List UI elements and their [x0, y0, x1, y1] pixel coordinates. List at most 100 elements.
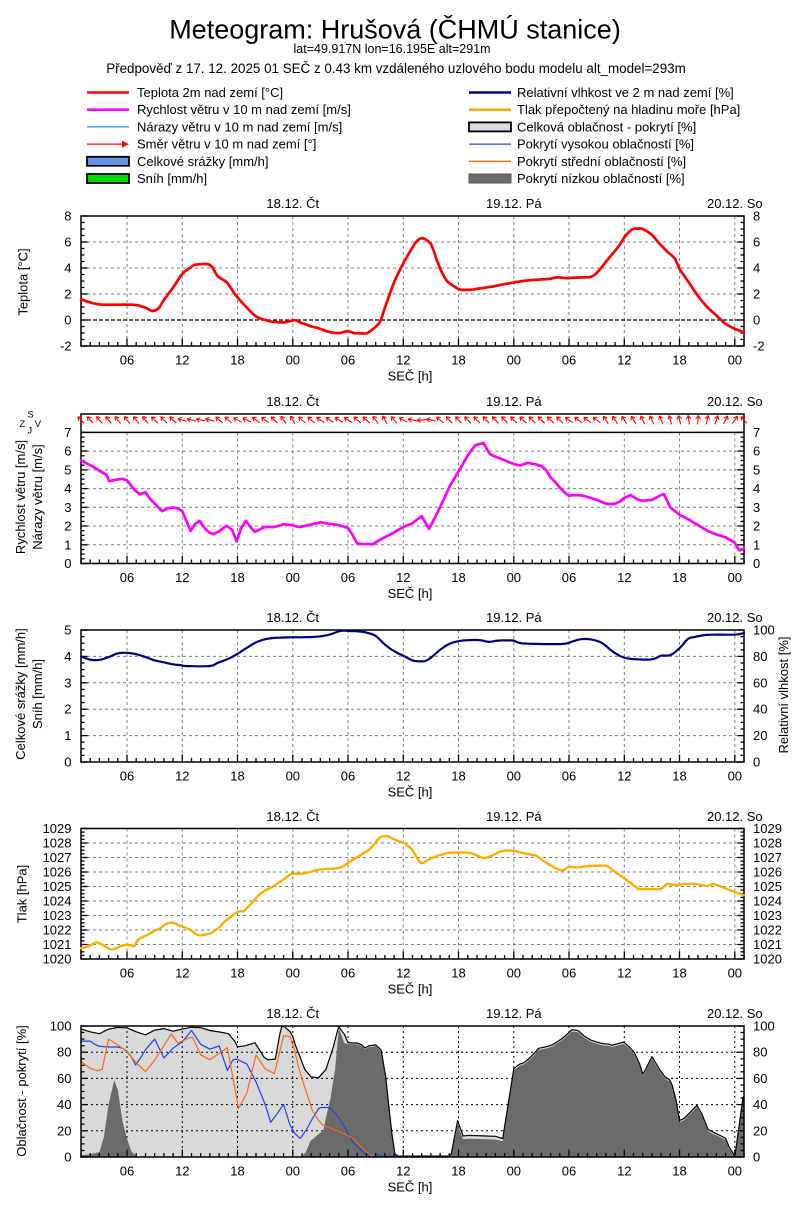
- svg-text:1024: 1024: [753, 894, 782, 909]
- svg-text:Teplota [°C]: Teplota [°C]: [16, 248, 31, 315]
- svg-text:40: 40: [753, 1097, 767, 1112]
- svg-text:12: 12: [617, 1164, 631, 1179]
- svg-text:Z: Z: [19, 419, 25, 430]
- svg-text:4: 4: [753, 261, 760, 276]
- svg-text:06: 06: [341, 769, 355, 784]
- svg-text:00: 00: [728, 966, 742, 981]
- svg-text:4: 4: [64, 649, 71, 664]
- svg-text:2: 2: [753, 287, 760, 302]
- svg-text:06: 06: [120, 1164, 134, 1179]
- svg-text:00: 00: [507, 966, 521, 981]
- svg-text:18: 18: [230, 769, 244, 784]
- svg-text:80: 80: [753, 1045, 767, 1060]
- svg-text:1027: 1027: [753, 850, 782, 865]
- svg-text:12: 12: [617, 769, 631, 784]
- svg-text:6: 6: [753, 235, 760, 250]
- svg-text:00: 00: [286, 1164, 300, 1179]
- svg-text:06: 06: [120, 966, 134, 981]
- svg-text:20: 20: [753, 728, 767, 743]
- svg-text:18.12. Čt: 18.12. Čt: [266, 610, 319, 625]
- svg-text:Relativní vlhkost ve 2 m nad z: Relativní vlhkost ve 2 m nad zemí [%]: [517, 85, 734, 100]
- svg-text:7: 7: [753, 425, 760, 440]
- svg-text:12: 12: [175, 1164, 189, 1179]
- svg-text:60: 60: [57, 1071, 71, 1086]
- svg-text:00: 00: [286, 570, 300, 585]
- svg-text:18: 18: [672, 769, 686, 784]
- svg-text:100: 100: [50, 1019, 72, 1034]
- svg-text:1: 1: [753, 537, 760, 552]
- svg-text:SEČ [h]: SEČ [h]: [388, 785, 433, 800]
- svg-text:SEČ [h]: SEČ [h]: [388, 1180, 433, 1195]
- svg-text:0: 0: [64, 556, 71, 571]
- svg-text:Teplota 2m nad zemí [°C]: Teplota 2m nad zemí [°C]: [137, 85, 283, 100]
- svg-text:4: 4: [64, 261, 71, 276]
- svg-text:1025: 1025: [43, 879, 72, 894]
- svg-text:1022: 1022: [753, 923, 782, 938]
- svg-text:12: 12: [396, 353, 410, 368]
- svg-text:18: 18: [451, 1164, 465, 1179]
- svg-text:Oblačnost - pokrytí [%]: Oblačnost - pokrytí [%]: [14, 1025, 29, 1157]
- svg-text:00: 00: [507, 353, 521, 368]
- svg-text:2: 2: [64, 702, 71, 717]
- svg-text:Směr větru v 10 m nad zemí [°]: Směr větru v 10 m nad zemí [°]: [137, 137, 316, 152]
- svg-text:18: 18: [672, 1164, 686, 1179]
- svg-text:20: 20: [57, 1123, 71, 1138]
- svg-text:1021: 1021: [43, 937, 72, 952]
- svg-text:00: 00: [728, 1164, 742, 1179]
- svg-text:0: 0: [64, 1150, 71, 1165]
- svg-text:19.12. Pá: 19.12. Pá: [486, 394, 542, 409]
- svg-text:7: 7: [64, 425, 71, 440]
- svg-text:-2: -2: [753, 339, 765, 354]
- svg-text:06: 06: [120, 570, 134, 585]
- svg-text:Sníh [mm/h]: Sníh [mm/h]: [30, 659, 45, 729]
- svg-text:Rychlost větru v 10 m nad zemí: Rychlost větru v 10 m nad zemí [m/s]: [137, 102, 351, 117]
- svg-text:20.12. So: 20.12. So: [707, 394, 763, 409]
- svg-text:06: 06: [562, 570, 576, 585]
- svg-text:1024: 1024: [43, 894, 72, 909]
- svg-text:12: 12: [175, 570, 189, 585]
- svg-text:18: 18: [451, 966, 465, 981]
- svg-text:0: 0: [753, 755, 760, 770]
- svg-text:19.12. Pá: 19.12. Pá: [486, 196, 542, 211]
- svg-text:4: 4: [64, 481, 71, 496]
- svg-text:100: 100: [753, 623, 775, 638]
- svg-text:12: 12: [617, 966, 631, 981]
- svg-text:00: 00: [507, 769, 521, 784]
- svg-text:00: 00: [286, 966, 300, 981]
- svg-text:00: 00: [507, 1164, 521, 1179]
- svg-text:00: 00: [286, 353, 300, 368]
- svg-text:Nárazy větru v 10 m nad zemí [: Nárazy větru v 10 m nad zemí [m/s]: [137, 119, 342, 134]
- svg-text:Celková oblačnost - pokrytí [%: Celková oblačnost - pokrytí [%]: [517, 119, 696, 134]
- svg-text:12: 12: [175, 769, 189, 784]
- svg-text:1022: 1022: [43, 923, 72, 938]
- svg-text:18.12. Čt: 18.12. Čt: [266, 394, 319, 409]
- svg-text:3: 3: [753, 500, 760, 515]
- svg-text:100: 100: [753, 1019, 775, 1034]
- svg-text:Meteogram: Hrušová (ČHMÚ stani: Meteogram: Hrušová (ČHMÚ stanice): [169, 14, 621, 45]
- svg-text:12: 12: [175, 966, 189, 981]
- svg-text:40: 40: [57, 1097, 71, 1112]
- svg-text:18: 18: [451, 570, 465, 585]
- svg-text:Nárazy větru [m/s]: Nárazy větru [m/s]: [30, 444, 45, 549]
- svg-text:19.12. Pá: 19.12. Pá: [486, 610, 542, 625]
- svg-text:1025: 1025: [753, 879, 782, 894]
- svg-text:1028: 1028: [43, 836, 72, 851]
- svg-text:06: 06: [120, 769, 134, 784]
- svg-text:Pokrytí střední oblačností [%]: Pokrytí střední oblačností [%]: [517, 154, 686, 169]
- svg-text:12: 12: [175, 353, 189, 368]
- svg-text:V: V: [35, 419, 42, 430]
- svg-text:20: 20: [753, 1123, 767, 1138]
- svg-text:06: 06: [341, 1164, 355, 1179]
- svg-text:1026: 1026: [43, 865, 72, 880]
- svg-text:00: 00: [507, 570, 521, 585]
- svg-text:18.12. Čt: 18.12. Čt: [266, 1006, 319, 1021]
- svg-text:1028: 1028: [753, 836, 782, 851]
- svg-text:0: 0: [753, 313, 760, 328]
- svg-text:06: 06: [341, 353, 355, 368]
- svg-text:Předpověď z 17. 12. 2025 01 SE: Předpověď z 17. 12. 2025 01 SEČ z 0.43 k…: [106, 61, 686, 76]
- svg-text:19.12. Pá: 19.12. Pá: [486, 809, 542, 824]
- svg-text:06: 06: [120, 353, 134, 368]
- svg-text:1023: 1023: [753, 908, 782, 923]
- svg-text:60: 60: [753, 1071, 767, 1086]
- svg-text:80: 80: [753, 649, 767, 664]
